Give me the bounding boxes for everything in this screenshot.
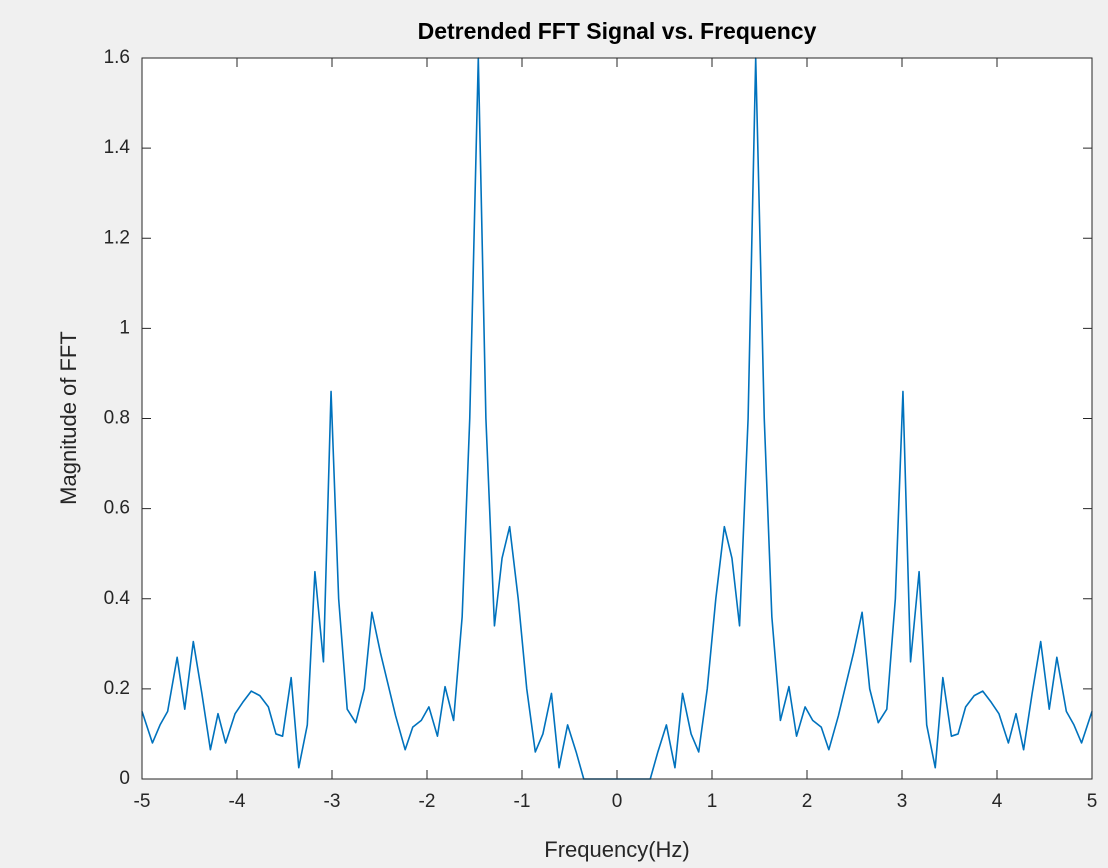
x-tick-label: 1 bbox=[707, 791, 718, 812]
y-tick-label: 1.2 bbox=[104, 227, 130, 248]
x-tick-label: 2 bbox=[802, 791, 813, 812]
y-tick-label: 1.6 bbox=[104, 47, 130, 68]
x-tick-label: 0 bbox=[612, 791, 623, 812]
x-tick-label: 4 bbox=[992, 791, 1003, 812]
x-tick-label: -4 bbox=[229, 791, 246, 812]
x-tick-label: 3 bbox=[897, 791, 908, 812]
y-tick-label: 0.8 bbox=[104, 408, 130, 429]
y-tick-label: 1 bbox=[119, 317, 130, 338]
y-tick-label: 0.4 bbox=[104, 588, 131, 609]
plot-area bbox=[142, 58, 1092, 779]
x-tick-label: 5 bbox=[1087, 791, 1098, 812]
x-tick-label: -2 bbox=[419, 791, 436, 812]
x-tick-label: -5 bbox=[134, 791, 151, 812]
axes-box bbox=[141, 57, 1093, 780]
chart-title: Detrended FFT Signal vs. Frequency bbox=[418, 18, 817, 44]
x-tick-label: -1 bbox=[514, 791, 531, 812]
y-tick-label: 0 bbox=[119, 768, 130, 789]
x-tick-label: -3 bbox=[324, 791, 341, 812]
y-tick-label: 1.4 bbox=[104, 137, 131, 158]
x-axis-label: Frequency(Hz) bbox=[544, 837, 689, 862]
y-axis-label: Magnitude of FFT bbox=[56, 331, 81, 505]
y-tick-label: 0.6 bbox=[104, 498, 130, 519]
y-tick-label: 0.2 bbox=[104, 678, 130, 699]
